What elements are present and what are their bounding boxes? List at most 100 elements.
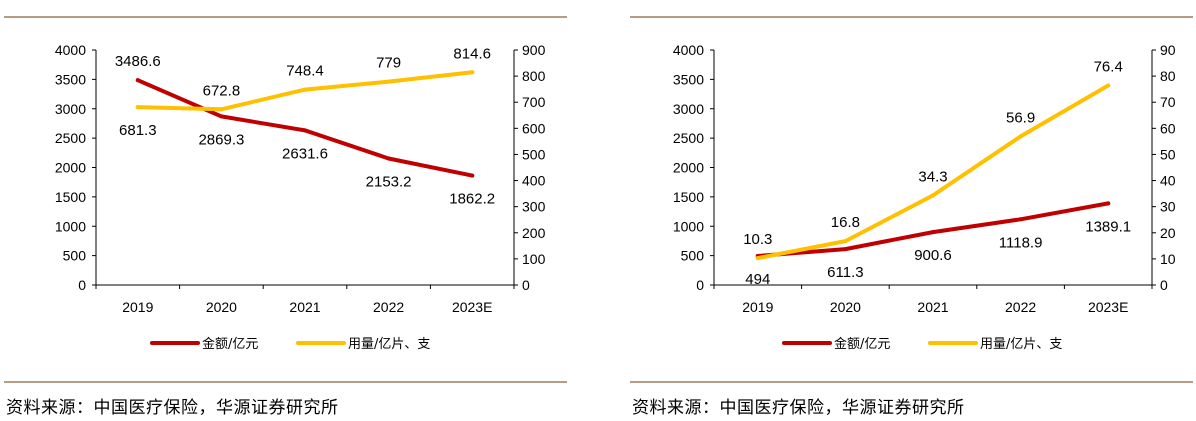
x-tick-label: 2020 (830, 299, 861, 315)
data-point (931, 230, 935, 235)
data-label: 2869.3 (198, 131, 244, 148)
x-tick-label: 2023E (1088, 299, 1128, 315)
right-y-tick-label: 100 (522, 251, 546, 267)
legend-label: 金额/亿元 (202, 336, 258, 352)
right-y-tick-label: 700 (522, 94, 546, 110)
data-label: 814.6 (453, 45, 491, 62)
left-y-tick-label: 1500 (673, 189, 704, 205)
data-label: 900.6 (914, 247, 952, 264)
chart-panel-amount-volume-1: 0 500 1000 1500 2000 2500 3000 3500 4000 0 100 200 3… (4, 0, 567, 421)
data-point (135, 78, 140, 83)
legend-label: 用量/亿片、支 (980, 337, 1062, 352)
top-rule (630, 16, 1193, 18)
right-y-tick-label: 80 (1160, 68, 1176, 84)
data-label: 611.3 (827, 264, 863, 281)
left-y-tick-label: 1000 (55, 218, 86, 234)
data-label: 34.3 (918, 168, 947, 185)
data-point (755, 256, 760, 261)
line-chart-1: 0 500 1000 1500 2000 2500 3000 3500 4000 0 100 200 3… (55, 42, 546, 352)
data-label: 2153.2 (366, 173, 412, 190)
legend-label: 金额/亿元 (834, 336, 890, 352)
data-label: 2631.6 (282, 145, 328, 162)
data-label: 494 (745, 271, 770, 288)
data-label: 748.4 (286, 63, 324, 80)
data-point (135, 105, 140, 110)
bottom-rule (4, 381, 567, 383)
right-y-tick-label: 0 (522, 277, 530, 293)
legend-label: 用量/亿片、支 (348, 337, 430, 352)
left-y-tick-label: 1000 (673, 218, 704, 234)
left-y-tick-label: 1500 (55, 189, 86, 205)
right-y-tick-label: 20 (1160, 225, 1176, 241)
data-point (1106, 83, 1111, 88)
data-label: 16.8 (831, 214, 860, 231)
data-label: 3486.6 (115, 53, 161, 70)
data-point (470, 173, 475, 178)
right-y-tick-label: 60 (1160, 120, 1176, 136)
x-tick-label: 2019 (742, 299, 773, 315)
data-point (303, 87, 307, 92)
data-label: 76.4 (1094, 59, 1123, 76)
left-y-tick-label: 2000 (673, 160, 704, 176)
left-y-tick-label: 2000 (55, 160, 86, 176)
left-y-tick-label: 0 (696, 277, 704, 293)
bottom-rule (630, 381, 1193, 383)
x-tick-label: 2019 (122, 299, 153, 315)
right-y-tick-label: 30 (1160, 199, 1176, 215)
right-y-tick-label: 50 (1160, 146, 1176, 162)
top-rule (4, 16, 567, 18)
data-label: 10.3 (743, 231, 772, 248)
right-y-tick-label: 800 (522, 68, 546, 84)
left-y-tick-label: 3500 (55, 71, 86, 87)
x-tick-label: 2020 (206, 299, 237, 315)
data-point (843, 239, 848, 244)
x-tick-label: 2022 (373, 299, 404, 315)
data-point (843, 247, 848, 252)
line-chart-2: 0 500 1000 1500 2000 2500 3000 3500 4000 0 10 20 30 4… (673, 42, 1176, 352)
data-label: 1118.9 (999, 234, 1043, 251)
x-tick-label: 2022 (1005, 299, 1036, 315)
data-point (1018, 217, 1023, 222)
data-point (303, 128, 307, 133)
x-tick-label: 2021 (917, 299, 948, 315)
data-label: 56.9 (1006, 109, 1035, 126)
data-point (386, 79, 391, 84)
left-y-tick-label: 2500 (55, 130, 86, 146)
data-point (386, 156, 391, 161)
right-y-tick-label: 500 (522, 146, 546, 162)
left-y-tick-label: 500 (63, 248, 87, 264)
right-y-tick-label: 900 (522, 42, 546, 58)
chart-panel-amount-volume-2: 0 500 1000 1500 2000 2500 3000 3500 4000 0 10 20 30 4… (630, 0, 1193, 421)
data-point (931, 193, 935, 198)
left-y-tick-label: 4000 (673, 42, 704, 58)
right-y-tick-label: 300 (522, 199, 546, 215)
data-label: 672.8 (203, 82, 241, 99)
left-y-tick-label: 0 (78, 277, 86, 293)
data-point (1106, 201, 1111, 206)
left-y-tick-label: 2500 (673, 130, 704, 146)
left-y-tick-label: 500 (681, 248, 705, 264)
left-y-tick-label: 3000 (673, 101, 704, 117)
source-note: 资料来源：中国医疗保险，华源证券研究所 (6, 398, 339, 418)
right-y-tick-label: 400 (522, 173, 546, 189)
data-label: 1862.2 (449, 191, 495, 208)
x-tick-label: 2021 (289, 299, 320, 315)
data-point (219, 114, 224, 119)
data-point (219, 107, 224, 112)
data-label: 779 (376, 55, 401, 72)
x-tick-label: 2023E (452, 299, 492, 315)
left-y-tick-label: 3500 (673, 71, 704, 87)
data-point (1018, 134, 1023, 139)
data-label: 1389.1 (1085, 218, 1131, 235)
right-y-tick-label: 90 (1160, 42, 1176, 58)
right-y-tick-label: 70 (1160, 94, 1176, 110)
data-point (470, 70, 475, 75)
data-label: 681.3 (119, 122, 157, 139)
left-y-tick-label: 3000 (55, 101, 86, 117)
left-y-tick-label: 4000 (55, 42, 86, 58)
source-note: 资料来源：中国医疗保险，华源证券研究所 (632, 398, 965, 418)
right-y-tick-label: 200 (522, 225, 546, 241)
right-y-tick-label: 10 (1160, 251, 1176, 267)
right-y-tick-label: 40 (1160, 173, 1176, 189)
right-y-tick-label: 600 (522, 120, 546, 136)
